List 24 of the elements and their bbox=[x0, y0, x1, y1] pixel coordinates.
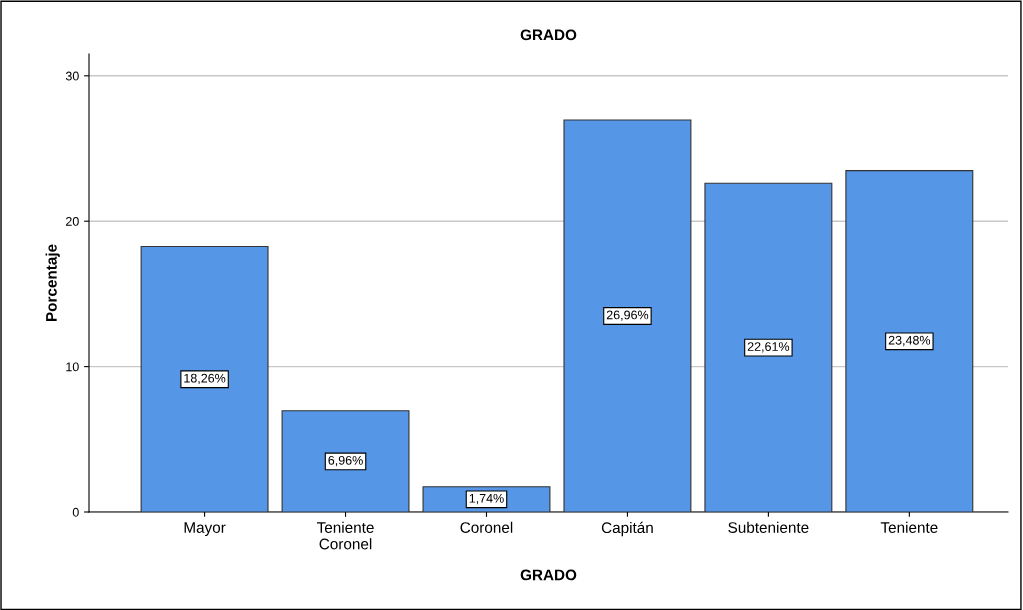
y-axis-title: Porcentaje bbox=[45, 244, 60, 322]
bar bbox=[845, 170, 974, 512]
x-tick-label: Mayor bbox=[184, 522, 226, 536]
y-tick-label: 30 bbox=[65, 71, 79, 81]
bar bbox=[281, 410, 410, 512]
data-label: 1,74% bbox=[469, 493, 504, 505]
y-tick-label: 10 bbox=[66, 362, 79, 372]
x-tick-label: Teniente bbox=[880, 521, 938, 533]
bar bbox=[704, 182, 833, 512]
data-label: 18,26% bbox=[184, 373, 226, 385]
bar bbox=[140, 245, 269, 512]
y-tick-label: 20 bbox=[66, 217, 79, 226]
x-axis-title: GRADO bbox=[520, 569, 577, 581]
bar bbox=[563, 119, 692, 512]
x-tick-label: Subteniente bbox=[728, 521, 809, 533]
data-label: 6,96% bbox=[328, 455, 363, 467]
data-label: 26,96% bbox=[606, 310, 649, 321]
x-tick-label: Capitán bbox=[601, 521, 653, 537]
chart-title: GRADO bbox=[520, 29, 577, 41]
data-label: 23,48% bbox=[888, 335, 931, 347]
x-tick-label: Teniente Coronel bbox=[317, 521, 374, 550]
x-tick-label: Coronel bbox=[460, 521, 513, 533]
y-tick-label: 0 bbox=[72, 507, 79, 517]
data-label: 22,61% bbox=[747, 342, 790, 353]
